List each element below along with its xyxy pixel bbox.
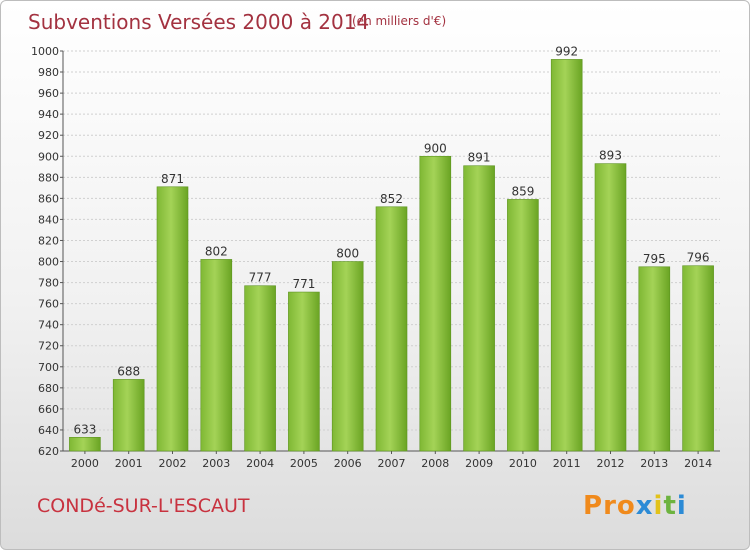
- bar-2009: [463, 165, 495, 452]
- y-tick-label: 840: [38, 213, 59, 226]
- bar-2002: [156, 186, 189, 452]
- y-tick-label: 960: [38, 87, 59, 100]
- bar-2005: [288, 291, 320, 452]
- bar-chart: 620 640 660 680 700 720 740 760 780 800 820 840 860 8…: [31, 44, 720, 470]
- data-label-2008: 900: [424, 141, 447, 155]
- y-tick-label: 1000: [31, 45, 59, 58]
- bar-2014: [682, 265, 714, 452]
- bar-2010: [507, 199, 539, 452]
- x-tick-label: 2001: [115, 457, 143, 470]
- commune-name: CONDé-SUR-L'ESCAUT: [37, 495, 250, 517]
- y-tick-label: 940: [38, 108, 59, 121]
- data-label-2007: 852: [380, 192, 403, 206]
- y-tick-label: 640: [38, 424, 59, 437]
- data-label-2004: 777: [249, 271, 272, 285]
- bar-2001: [112, 379, 145, 452]
- bar-2004: [244, 285, 276, 452]
- x-tick-label: 2005: [290, 457, 318, 470]
- y-tick-label: 700: [38, 361, 59, 374]
- proxiti-logo: Proxiti: [583, 491, 687, 521]
- x-tick-label: 2013: [640, 457, 668, 470]
- y-tick-label: 740: [38, 319, 59, 332]
- chart-title: Subventions Versées 2000 à 2014: [28, 10, 370, 34]
- data-label-2012: 893: [599, 149, 622, 163]
- bar-2011: [550, 59, 583, 452]
- x-tick-label: 2003: [202, 457, 230, 470]
- bar-2000: [69, 437, 101, 452]
- data-label-2009: 891: [468, 151, 491, 165]
- bar-2012: [594, 163, 627, 452]
- x-tick-label: 2011: [553, 457, 581, 470]
- y-tick-label: 980: [38, 66, 59, 79]
- x-tick-label: 2010: [509, 457, 537, 470]
- unit-label: (en milliers d'€): [352, 14, 447, 28]
- bar-2007: [375, 206, 408, 452]
- x-tick-label: 2000: [71, 457, 99, 470]
- bar-2006: [331, 261, 364, 452]
- x-tick-label: 2006: [334, 457, 362, 470]
- data-label-2006: 800: [336, 247, 359, 261]
- y-tick-label: 780: [38, 277, 59, 290]
- x-tick-label: 2009: [465, 457, 493, 470]
- data-label-2002: 871: [161, 172, 184, 186]
- x-tick-label: 2012: [597, 457, 625, 470]
- x-tick-label: 2007: [378, 457, 406, 470]
- data-label-2011: 992: [555, 44, 578, 58]
- data-label-2000: 633: [73, 422, 96, 436]
- y-tick-label: 660: [38, 403, 59, 416]
- y-tick-label: 760: [38, 298, 59, 311]
- bar-2013: [638, 266, 671, 452]
- y-tick-label: 900: [38, 150, 59, 163]
- x-tick-label: 2002: [159, 457, 187, 470]
- y-tick-label: 860: [38, 192, 59, 205]
- data-label-2005: 771: [292, 277, 315, 291]
- data-label-2001: 688: [117, 364, 140, 378]
- y-tick-label: 680: [38, 382, 59, 395]
- x-tick-label: 2004: [246, 457, 274, 470]
- y-tick-label: 800: [38, 256, 59, 269]
- y-tick-label: 720: [38, 340, 59, 353]
- x-tick-label: 2008: [421, 457, 449, 470]
- data-label-2010: 859: [511, 184, 534, 198]
- data-label-2014: 796: [687, 251, 710, 265]
- y-tick-label: 880: [38, 171, 59, 184]
- bar-2003: [200, 259, 233, 452]
- x-tick-label: 2014: [684, 457, 712, 470]
- data-label-2003: 802: [205, 244, 228, 258]
- y-tick-label: 820: [38, 234, 59, 247]
- data-label-2013: 795: [643, 252, 666, 266]
- bar-2008: [419, 155, 452, 452]
- y-tick-label: 620: [38, 445, 59, 458]
- y-tick-label: 920: [38, 129, 59, 142]
